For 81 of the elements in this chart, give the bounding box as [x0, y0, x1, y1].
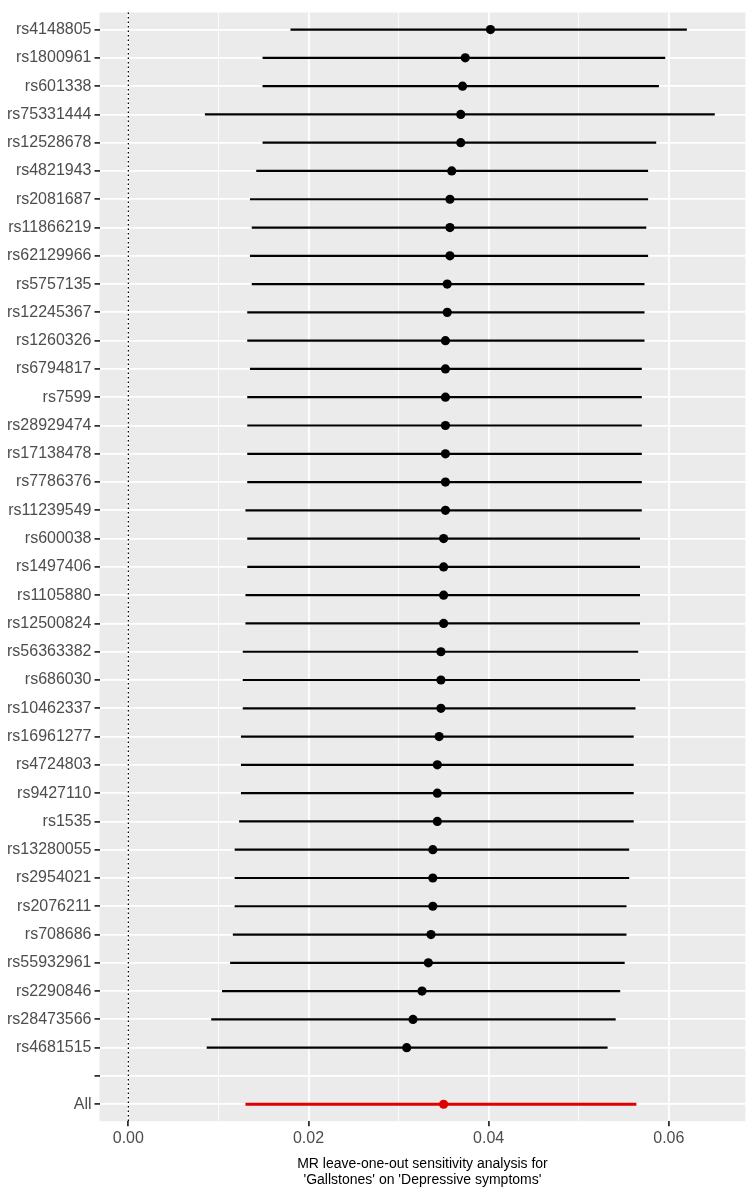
y-tick-label: rs2081687 [15, 189, 92, 207]
point [442, 279, 452, 289]
y-tick-label: rs62129966 [7, 246, 92, 264]
point [439, 1099, 449, 1109]
point [457, 81, 468, 91]
point [440, 336, 451, 346]
y-tick-label: rs17138478 [7, 444, 92, 462]
y-tick-label: rs2076211 [17, 896, 92, 914]
x-tick-label: 0.06 [653, 1129, 685, 1147]
y-tick-label: rs6794817 [15, 359, 92, 377]
point [432, 760, 442, 770]
point [417, 986, 427, 996]
y-tick-label: rs1105880 [17, 585, 92, 603]
point [436, 703, 446, 713]
point [440, 505, 451, 515]
y-tick-label: All [73, 1094, 92, 1112]
point [439, 562, 449, 572]
point [440, 420, 451, 431]
x-tick-label: 0.04 [473, 1129, 505, 1147]
y-tick-label: rs1535 [42, 811, 92, 829]
y-tick-label: rs12245367 [7, 302, 92, 320]
point [408, 1014, 418, 1024]
y-tick-label: rs1497406 [15, 557, 92, 575]
y-tick-label: rs55932961 [7, 953, 92, 971]
point [423, 958, 433, 968]
point [428, 901, 438, 911]
point [445, 194, 455, 204]
y-tick-label: rs11866219 [8, 217, 92, 235]
y-tick-label: rs16961277 [7, 726, 92, 744]
y-tick-label: rs4681515 [15, 1038, 92, 1056]
y-tick-label: rs7786376 [15, 472, 92, 490]
point [445, 222, 455, 233]
point [434, 731, 444, 742]
point [439, 590, 449, 600]
point [428, 845, 438, 855]
y-tick-label: rs600038 [24, 529, 92, 547]
y-tick-label: rs9427110 [17, 783, 92, 801]
y-tick-label: rs686030 [24, 670, 92, 688]
point [442, 307, 452, 317]
y-tick-label: rs28473566 [7, 1009, 92, 1027]
x-tick-label: 0.00 [112, 1129, 145, 1147]
point [432, 788, 442, 798]
y-tick-label: rs12500824 [7, 613, 92, 631]
y-tick-label: rs5757135 [15, 274, 92, 292]
y-tick-label: rs56363382 [7, 642, 92, 660]
y-tick-label: rs13280055 [7, 840, 92, 858]
point [440, 449, 451, 459]
point [447, 166, 457, 176]
x-axis-title: MR leave-one-out sensitivity analysis for 'Gallstones' on 'Depressive symptoms' [297, 1154, 549, 1188]
y-tick-label: rs75331444 [7, 104, 92, 122]
point [432, 816, 442, 827]
y-tick-label: rs4724803 [15, 755, 92, 773]
y-tick-label: rs708686 [24, 924, 92, 942]
y-tick-label: rs7599 [42, 387, 92, 405]
y-tick-label: rs2954021 [15, 868, 92, 886]
point [440, 364, 451, 374]
point [436, 675, 446, 685]
y-tick-label: rs10462337 [7, 698, 92, 716]
y-tick-label: rs12528678 [7, 133, 92, 151]
y-tick-label: rs1800961 [15, 48, 92, 66]
point [445, 251, 455, 261]
point [436, 647, 446, 657]
point [440, 477, 451, 487]
y-tick-label: rs4821943 [15, 161, 92, 179]
x-tick-label: 0.02 [292, 1129, 325, 1147]
point [456, 109, 466, 120]
point [428, 873, 438, 883]
point [426, 929, 436, 940]
y-tick-label: rs2290846 [15, 981, 92, 999]
point [402, 1043, 412, 1053]
point [456, 138, 466, 148]
y-tick-label: rs28929474 [7, 415, 92, 433]
point [439, 534, 449, 544]
y-tick-label: rs4148805 [15, 19, 92, 37]
y-tick-label: rs1260326 [15, 331, 92, 349]
y-tick-label: rs601338 [24, 76, 92, 94]
y-tick-label: rs11239549 [8, 500, 92, 518]
point [440, 392, 451, 402]
point [439, 618, 449, 629]
point [460, 53, 470, 63]
point [485, 24, 496, 35]
